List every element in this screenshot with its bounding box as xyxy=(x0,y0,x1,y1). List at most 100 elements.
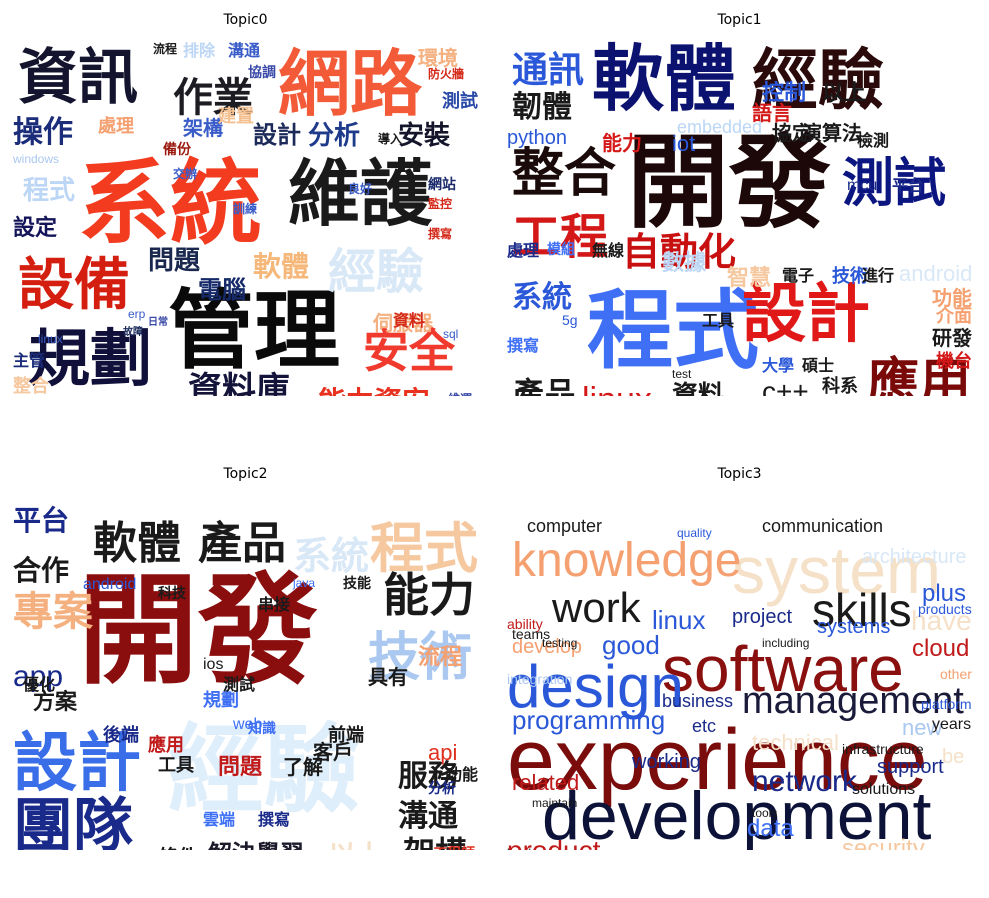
cloud-word: experience xyxy=(507,712,928,808)
cloud-word: 撰寫 xyxy=(507,336,540,355)
cloud-word: 架構 xyxy=(183,116,223,140)
cloud-word: web xyxy=(233,716,263,733)
cloud-word: iot xyxy=(672,131,696,156)
panel-title: Topic1 xyxy=(717,12,762,28)
cloud-word: 演算法 xyxy=(802,121,862,145)
cloud-word: 交辦 xyxy=(173,167,198,181)
cloud-word: test xyxy=(672,367,692,381)
word-cloud: experience development software design syste… xyxy=(502,492,977,850)
cloud-word: 科技 xyxy=(158,586,186,602)
cloud-word: testing xyxy=(542,636,578,650)
cloud-word: 設計 xyxy=(742,278,870,352)
cloud-word: android xyxy=(899,261,973,286)
cloud-word: 維護 xyxy=(288,152,433,236)
cloud-word: 雲端 xyxy=(203,810,236,829)
cloud-word: 平台 xyxy=(892,176,925,195)
cloud-word: 機台 xyxy=(936,351,972,372)
cloud-word: android xyxy=(83,576,137,593)
cloud-word: 規劃 xyxy=(28,322,153,395)
cloud-word: 經驗 xyxy=(328,244,425,300)
cloud-word: 智慧 xyxy=(727,266,772,291)
cloud-word: 處理 xyxy=(507,241,540,260)
cloud-word: good xyxy=(602,630,660,660)
cloud-word: 程式 xyxy=(23,176,76,206)
cloud-word: 測試 xyxy=(842,154,947,214)
cloud-word: communication xyxy=(762,516,884,536)
cloud-word: 環境 xyxy=(418,46,458,70)
cloud-word: 日常 xyxy=(148,317,168,328)
cloud-word: 協定 xyxy=(772,121,812,145)
cloud-word: 功能 xyxy=(932,286,972,310)
cloud-word: 協調 xyxy=(248,65,276,81)
cloud-word: 安全 xyxy=(363,324,455,378)
cloud-word: api xyxy=(428,740,458,765)
cloud-word: 問題 xyxy=(218,755,263,780)
cloud-word: 客戶 xyxy=(313,740,353,764)
cloud-word: 訓練 xyxy=(233,202,258,216)
cloud-word: 測試 xyxy=(223,675,256,694)
cloud-word: 系統 xyxy=(293,534,370,578)
cloud-word: 系統 xyxy=(512,280,572,315)
cloud-word: 技術 xyxy=(368,628,473,688)
cloud-word: infrastructure xyxy=(842,741,924,757)
cloud-word: erp xyxy=(128,307,146,321)
cloud-word: linux xyxy=(652,605,706,635)
cloud-word: network xyxy=(752,765,858,798)
cloud-word: management xyxy=(742,680,964,722)
cloud-word: 解決學習 xyxy=(208,842,304,850)
cloud-word: software xyxy=(662,633,904,705)
cloud-word: 電子 xyxy=(782,266,815,285)
cloud-word: 平台 xyxy=(13,504,70,537)
cloud-word: 軟體 xyxy=(592,38,737,121)
cloud-word: architecture xyxy=(862,546,967,568)
cloud-word: 自動化 xyxy=(622,230,737,274)
cloud-word: 溝通 xyxy=(398,799,458,834)
cloud-word: 產品 xyxy=(512,375,577,396)
cloud-word: work xyxy=(552,584,641,631)
panel-title: Topic3 xyxy=(717,466,762,482)
word-cloud: 系統管理網路維護資訊規劃設備作業安全資料庫能力資安經驗操作軟體問題電腦分析安裝設… xyxy=(8,38,483,396)
cloud-word: 以上 xyxy=(822,81,867,106)
cloud-word: tools xyxy=(752,806,778,820)
cloud-word: 開發 xyxy=(627,124,831,243)
cloud-word: 排除 xyxy=(183,41,216,60)
cloud-word: 工具 xyxy=(158,755,194,776)
cloud-word: plus xyxy=(922,580,967,607)
cloud-word: etc xyxy=(692,716,717,736)
cloud-word: 故障 xyxy=(123,327,143,338)
cloud-word: 通訊 xyxy=(512,50,585,91)
cloud-word: 應用 xyxy=(148,735,184,756)
cloud-word: 整合 xyxy=(13,376,49,396)
cloud-word: 前端 xyxy=(328,725,364,746)
cloud-word: 控制 xyxy=(762,81,807,106)
cloud-word: 技能 xyxy=(343,576,371,592)
panel-title: Topic2 xyxy=(223,466,268,482)
cloud-word: 了解 xyxy=(283,755,323,779)
cloud-word: system xyxy=(732,533,942,607)
cloud-word: 產品 xyxy=(198,518,286,569)
cloud-word: 能力資安 xyxy=(318,388,430,397)
cloud-word: 設計 xyxy=(253,121,301,149)
cloud-word: 模組 xyxy=(547,242,575,258)
cloud-word: windows xyxy=(13,152,60,166)
cloud-word: 後端 xyxy=(103,725,139,746)
cloud-word: 進行 xyxy=(862,266,895,285)
cloud-word: systems xyxy=(817,616,891,638)
cloud-word: related xyxy=(512,770,580,795)
cloud-word: 合作 xyxy=(13,554,70,587)
cloud-word: python xyxy=(507,127,568,149)
cloud-word: 科系 xyxy=(822,376,858,396)
cloud-word: 流程 xyxy=(418,645,463,670)
cloud-word: 資訊 xyxy=(18,43,138,113)
cloud-word: 維運 xyxy=(448,393,472,396)
cloud-word: 設備 xyxy=(18,253,130,318)
cloud-word: hardware xyxy=(507,847,557,850)
cloud-word: project xyxy=(732,606,793,628)
cloud-word: linux xyxy=(38,332,63,346)
cloud-word: 經驗 xyxy=(752,42,884,119)
cloud-word: working xyxy=(632,751,701,773)
